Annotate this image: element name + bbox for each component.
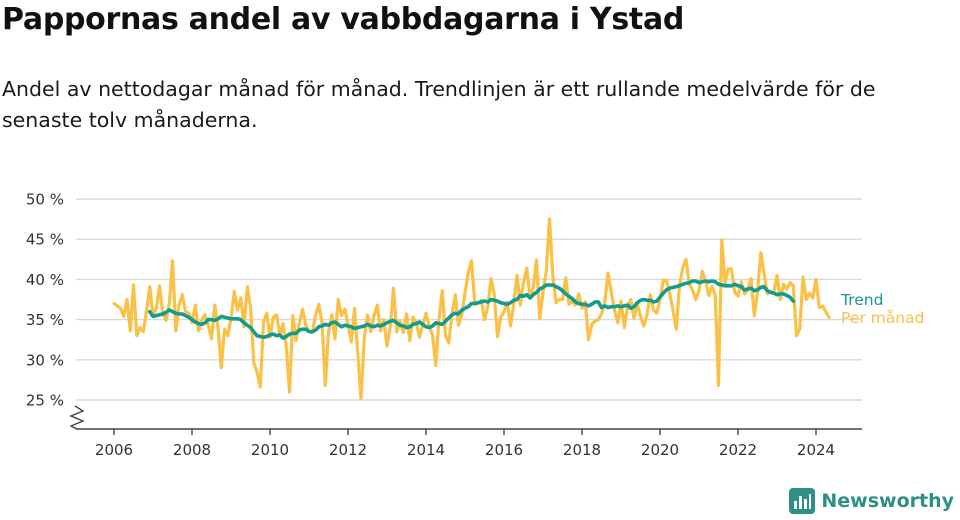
brand-logo: Newsworthy (789, 488, 954, 514)
series-line-trend (148, 279, 796, 340)
series-line-monthly (112, 217, 831, 400)
x-tick-label: 2020 (641, 441, 679, 459)
chart-title: Pappornas andel av vabbdagarna i Ystad (2, 2, 685, 37)
y-tick-label: 30 % (26, 351, 64, 369)
legend-label-trend: Trend (840, 291, 883, 309)
gridlines (76, 198, 862, 401)
y-axis-tick-labels: 25 % 30 % 35 % 40 % 45 % 50 % (26, 191, 64, 410)
x-tick-label: 2022 (719, 441, 757, 459)
x-tick-label: 2016 (485, 441, 523, 459)
y-tick-label: 25 % (26, 392, 64, 410)
axis-break-icon (69, 405, 85, 430)
x-tick-label: 2006 (95, 441, 133, 459)
x-tick-label: 2012 (329, 441, 367, 459)
x-tick-label: 2010 (251, 441, 289, 459)
y-tick-label: 50 % (26, 191, 64, 209)
y-tick-label: 45 % (26, 231, 64, 249)
legend-label-monthly: Per månad (841, 309, 924, 327)
bar-chart-icon (789, 488, 816, 514)
y-tick-label: 40 % (26, 271, 64, 289)
y-tick-label: 35 % (26, 311, 64, 329)
x-tick-label: 2024 (797, 441, 835, 459)
x-tick-label: 2018 (563, 441, 601, 459)
x-axis: 2006 2008 2010 2012 2014 2016 2018 2020 2022 2024 (69, 405, 862, 459)
chart-subtitle: Andel av nettodagar månad för månad. Tre… (2, 77, 876, 132)
brand-name: Newsworthy (821, 490, 954, 512)
x-tick-label: 2014 (407, 441, 445, 459)
x-tick-label: 2008 (173, 441, 211, 459)
series-lines (112, 217, 831, 400)
